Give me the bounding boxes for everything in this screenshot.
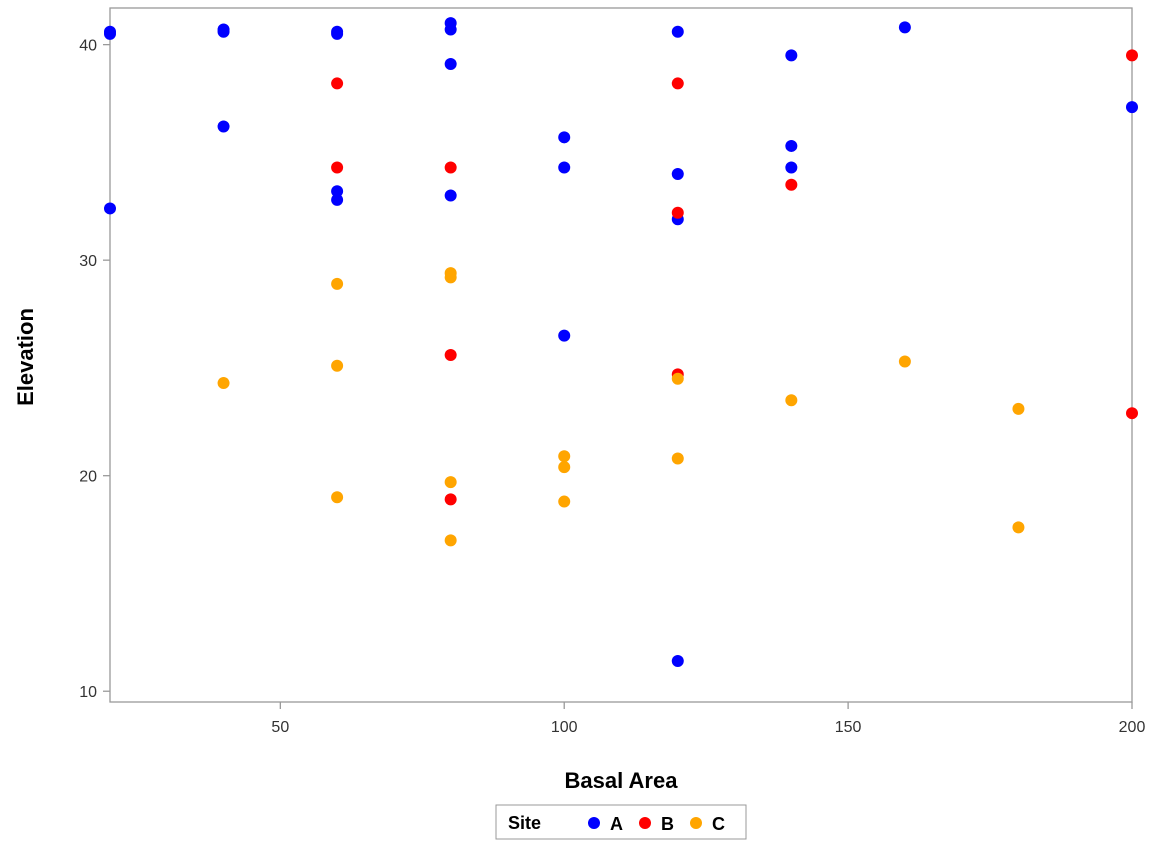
legend-marker-a	[588, 817, 600, 829]
legend-label-b: B	[661, 814, 674, 834]
point-site-a	[671, 167, 684, 180]
point-site-b	[671, 77, 684, 90]
point-site-c	[558, 450, 571, 463]
point-site-c	[331, 359, 344, 372]
point-site-b	[331, 77, 344, 90]
plot-area-frame	[109, 7, 1133, 703]
legend-marker-b	[639, 817, 651, 829]
point-site-c	[331, 277, 344, 290]
y-tick-label: 30	[79, 253, 97, 270]
point-site-a	[331, 185, 344, 198]
y-tick-label: 20	[79, 469, 97, 486]
point-site-a	[785, 139, 798, 152]
point-site-a	[558, 161, 571, 174]
point-site-b	[444, 161, 457, 174]
y-tick-label: 40	[79, 38, 97, 55]
point-site-c	[898, 355, 911, 368]
point-site-b	[331, 161, 344, 174]
y-tick-label: 10	[79, 684, 97, 701]
point-site-b	[785, 178, 798, 191]
point-site-a	[444, 189, 457, 202]
point-site-c	[671, 452, 684, 465]
point-site-a	[785, 49, 798, 62]
legend-box	[495, 804, 747, 840]
point-site-a	[331, 27, 344, 40]
point-site-a	[785, 161, 798, 174]
point-site-a	[444, 58, 457, 71]
point-site-c	[785, 394, 798, 407]
point-site-c	[331, 491, 344, 504]
point-site-b	[444, 349, 457, 361]
point-site-c	[444, 534, 457, 547]
legend-title: Site	[508, 813, 541, 833]
y-axis: 10 20 30 40	[79, 38, 110, 701]
legend-marker-c	[690, 817, 702, 829]
point-site-c	[671, 372, 684, 385]
x-axis-title: Basal Area	[565, 768, 679, 793]
point-site-a	[1126, 101, 1138, 114]
point-site-b	[671, 206, 684, 219]
point-site-c	[1012, 521, 1025, 534]
legend-label-a: A	[610, 814, 623, 834]
point-site-c	[558, 461, 571, 474]
point-site-a	[217, 25, 230, 38]
point-site-a	[444, 23, 457, 36]
point-site-a	[104, 27, 116, 40]
x-tick-label: 200	[1119, 719, 1146, 736]
point-site-a	[898, 21, 911, 34]
y-axis-title: Elevation	[13, 308, 38, 406]
x-tick-label: 100	[551, 719, 578, 736]
point-site-a	[331, 193, 344, 206]
point-site-c	[444, 476, 457, 489]
data-points	[104, 17, 1138, 668]
point-site-c	[444, 271, 457, 284]
point-site-c	[1012, 402, 1025, 415]
x-tick-label: 150	[835, 719, 862, 736]
point-site-a	[104, 202, 116, 215]
point-site-a	[671, 25, 684, 38]
point-site-b	[1126, 407, 1138, 420]
point-site-a	[558, 329, 571, 342]
point-site-a	[217, 120, 230, 133]
point-site-b	[444, 493, 457, 506]
x-axis: 50 100 150 200	[271, 702, 1145, 736]
point-site-b	[1126, 49, 1138, 62]
point-site-c	[558, 495, 571, 508]
legend: Site A B C	[495, 804, 747, 840]
legend-label-c: C	[712, 814, 725, 834]
point-site-a	[558, 131, 571, 144]
point-site-a	[671, 655, 684, 668]
point-site-c	[217, 377, 230, 390]
x-tick-label: 50	[271, 719, 289, 736]
